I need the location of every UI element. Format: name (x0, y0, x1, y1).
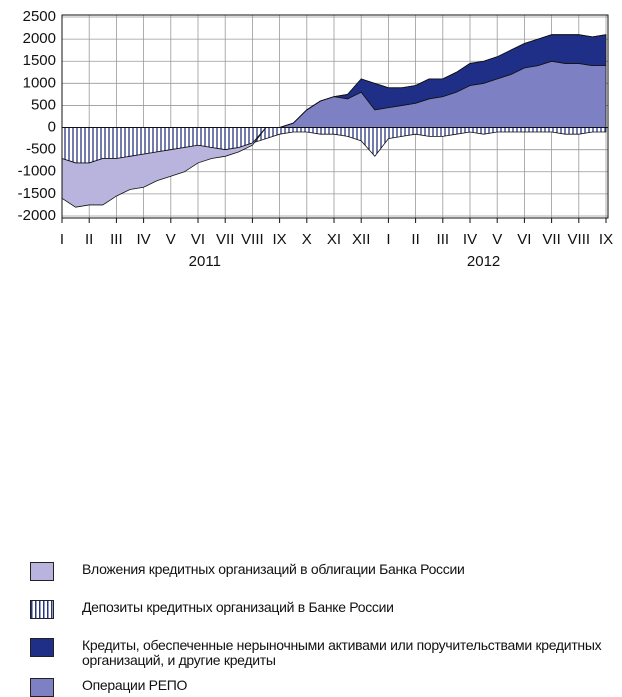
x-tick-label: V (492, 231, 502, 248)
x-tick-label: IX (273, 231, 287, 248)
y-tick-label: 1000 (23, 74, 56, 91)
y-tick-label: 1500 (23, 52, 56, 69)
x-tick-label: X (302, 231, 312, 248)
area (61, 34, 607, 208)
page: -2000 -1500 -1000 -500 0 500 1000 1500 2000 2500 I… (18, 8, 613, 697)
x-tick-label: I (60, 231, 64, 248)
x-tick-label: II (85, 231, 93, 248)
x-tick-label: VI (191, 231, 205, 248)
x-tick-label: VIII (241, 231, 264, 248)
y-tick-label: -1500 (18, 185, 56, 202)
legend-swatch (30, 562, 54, 581)
year-label: 2012 (467, 253, 500, 270)
y-tick-label: -500 (26, 141, 56, 158)
legend-item: Операции РЕПО (30, 678, 615, 697)
legend-item: Вложения кредитных организаций в облигац… (30, 562, 615, 581)
x-tick-label: III (110, 231, 123, 248)
legend-label: Вложения кредитных организаций в облигац… (82, 561, 465, 577)
x-tick-label: II (411, 231, 419, 248)
x-tick-label: IV (463, 231, 477, 248)
x-tick-label: III (437, 231, 450, 248)
y-tick-label: 500 (31, 96, 56, 113)
legend-swatch (30, 678, 54, 697)
x-tick-label: V (166, 231, 176, 248)
plot-frame (61, 14, 609, 219)
chart: -2000 -1500 -1000 -500 0 500 1000 1500 2000 2500 I… (18, 8, 613, 270)
x-tick-label: VII (542, 231, 560, 248)
y-tick-label: 2500 (23, 8, 56, 25)
y-tick-label: 0 (48, 119, 56, 136)
legend-label: Операции РЕПО (82, 677, 188, 693)
legend-swatch (30, 600, 54, 619)
x-tick-label: IX (599, 231, 613, 248)
legend-label: Кредиты, обеспеченные нерыночными актива… (82, 637, 602, 668)
legend-swatch (30, 638, 54, 657)
y-tick-label: -2000 (18, 207, 56, 224)
x-tick-label: XII (352, 231, 370, 248)
x-tick-label: VI (517, 231, 531, 248)
x-tick-label: IV (137, 231, 151, 248)
x-tick-label: XI (327, 231, 341, 248)
legend-item: Кредиты, обеспеченные нерыночными актива… (30, 638, 615, 668)
legend-item: Депозиты кредитных организаций в Банке Р… (30, 600, 615, 619)
x-tick-label: VII (216, 231, 234, 248)
legend-label: Депозиты кредитных организаций в Банке Р… (82, 599, 394, 615)
x-tick-label: I (386, 231, 390, 248)
year-label: 2011 (189, 253, 221, 270)
y-tick-label: 2000 (23, 30, 56, 47)
y-tick-label: -1000 (18, 163, 56, 180)
x-tick-label: VIII (568, 231, 591, 248)
